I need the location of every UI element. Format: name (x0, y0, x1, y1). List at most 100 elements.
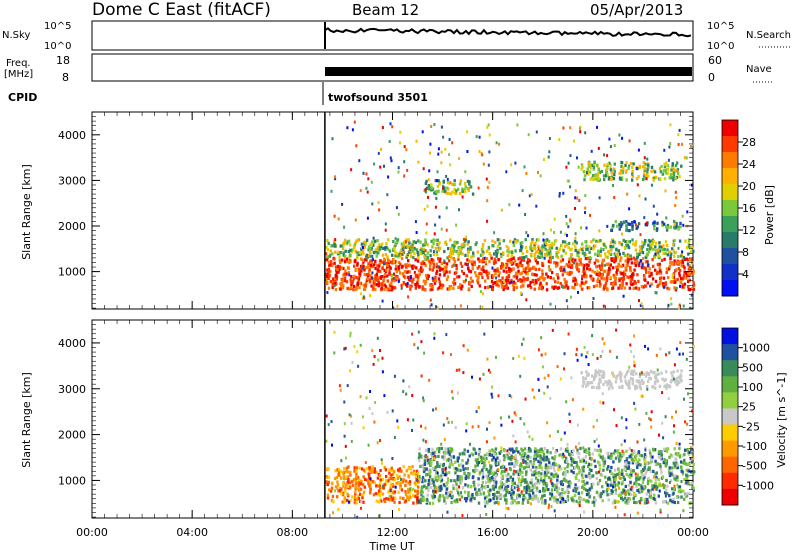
heatmap-cell (519, 245, 522, 249)
heatmap-cell (638, 453, 642, 457)
heatmap-cell (565, 490, 568, 494)
heatmap-cell (524, 496, 527, 500)
heatmap-cell (584, 131, 587, 135)
heatmap-cell (479, 253, 483, 257)
heatmap-cell (613, 196, 616, 199)
heatmap-cell (548, 268, 551, 272)
heatmap-cell (496, 267, 499, 271)
heatmap-cell (353, 345, 356, 349)
heatmap-cell (654, 291, 657, 295)
heatmap-cell (619, 454, 622, 458)
heatmap-cell (329, 260, 333, 264)
heatmap-cell (437, 257, 440, 261)
heatmap-cell (512, 280, 516, 284)
heatmap-cell (565, 299, 568, 303)
heatmap-cell (484, 260, 487, 264)
heatmap-cell (661, 220, 664, 224)
heatmap-cell (581, 263, 584, 267)
heatmap-cell (348, 481, 352, 485)
heatmap-cell (653, 486, 656, 490)
heatmap-cell (582, 267, 585, 271)
heatmap-cell (606, 168, 609, 172)
heatmap-cell (408, 385, 411, 389)
heatmap-cell (444, 267, 448, 271)
heatmap-cell (326, 496, 330, 500)
heatmap-cell (478, 377, 481, 381)
heatmap-cell (437, 189, 440, 193)
heatmap-cell (571, 285, 574, 289)
heatmap-cell (547, 239, 551, 243)
heatmap-cell (408, 491, 412, 495)
heatmap-cell (621, 384, 624, 388)
heatmap-cell (593, 439, 596, 443)
heatmap-cell (595, 258, 598, 262)
heatmap-cell (565, 222, 568, 226)
heatmap-cell (666, 171, 669, 176)
heatmap-cell (682, 304, 685, 308)
heatmap-cell (595, 490, 599, 494)
heatmap-cell (524, 238, 527, 242)
heatmap-cell (394, 250, 397, 254)
cpid-label: CPID (8, 91, 37, 104)
heatmap-cell (686, 210, 689, 214)
heatmap-cell (355, 475, 358, 479)
heatmap-cell (503, 458, 506, 462)
heatmap-cell (683, 448, 687, 452)
heatmap-cell (507, 278, 510, 282)
heatmap-cell (573, 286, 576, 290)
heatmap-cell (586, 381, 589, 385)
heatmap-cell (471, 375, 473, 379)
heatmap-cell (493, 492, 496, 496)
heatmap-cell (466, 258, 469, 262)
heatmap-cell (585, 226, 588, 230)
heatmap-cell (433, 191, 436, 195)
heatmap-cell (421, 243, 425, 247)
heatmap-cell (359, 487, 363, 491)
heatmap-cell (459, 179, 463, 183)
heatmap-cell (481, 275, 484, 279)
heatmap-cell (423, 467, 426, 471)
heatmap-cell (467, 240, 470, 244)
heatmap-cell (519, 256, 522, 260)
heatmap-cell (341, 202, 344, 206)
heatmap-cell (646, 498, 649, 502)
heatmap-cell (345, 242, 349, 246)
heatmap-cell (367, 248, 370, 252)
heatmap-cell (433, 467, 436, 472)
heatmap-cell (404, 479, 408, 483)
heatmap-cell (407, 490, 410, 494)
heatmap-cell (596, 269, 599, 273)
heatmap-cell (409, 278, 412, 282)
heatmap-cell (329, 279, 332, 284)
heatmap-cell (419, 478, 422, 482)
heatmap-cell (654, 279, 658, 283)
heatmap-cell (554, 455, 557, 459)
heatmap-cell (547, 488, 550, 492)
heatmap-cell (546, 385, 549, 389)
heatmap-cell (433, 455, 436, 459)
heatmap-cell (572, 242, 575, 246)
heatmap-cell (626, 275, 629, 279)
heatmap-cell (635, 223, 637, 227)
heatmap-cell (692, 269, 695, 273)
heatmap-cell (643, 462, 647, 466)
heatmap-cell (458, 463, 461, 467)
heatmap-cell (635, 478, 638, 482)
heatmap-cell (635, 461, 638, 465)
heatmap-cell (394, 237, 397, 241)
heatmap-cell (335, 271, 338, 275)
heatmap-cell (375, 254, 378, 258)
heatmap-cell (590, 240, 593, 244)
heatmap-cell (574, 489, 578, 493)
heatmap-cell (556, 255, 560, 260)
heatmap-cell (524, 213, 527, 216)
heatmap-cell (449, 238, 452, 242)
heatmap-cell (586, 351, 589, 354)
heatmap-cell (337, 270, 340, 274)
heatmap-cell (627, 382, 631, 386)
heatmap-cell (595, 471, 598, 475)
heatmap-cell (543, 252, 547, 256)
heatmap-cell (485, 177, 488, 181)
heatmap-cell (431, 495, 434, 499)
heatmap-cell (575, 487, 578, 491)
